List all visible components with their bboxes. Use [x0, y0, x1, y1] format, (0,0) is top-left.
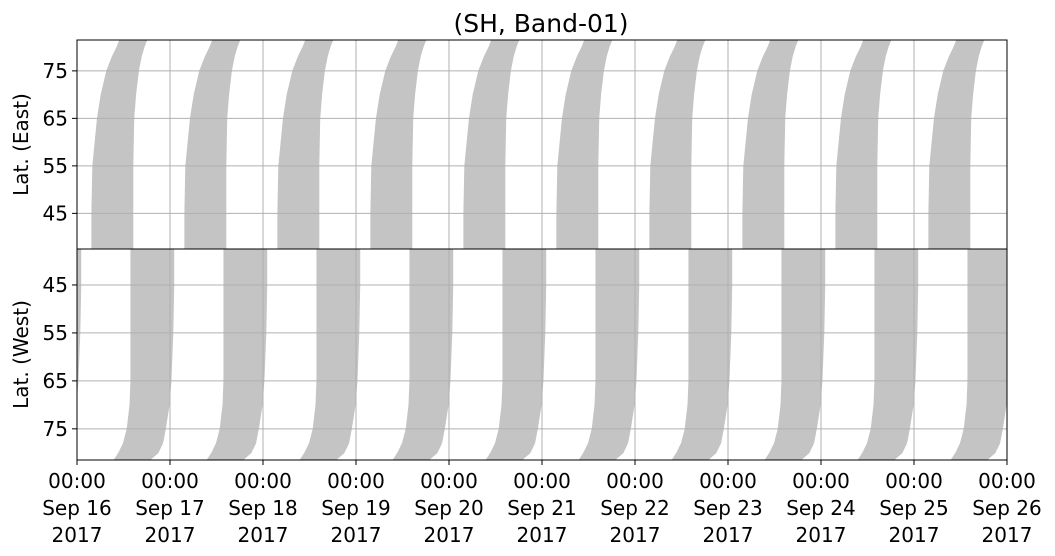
y-tick-label: 75	[43, 59, 68, 83]
x-tick-label-line: Sep 19	[321, 496, 391, 520]
x-tick-label: 00:00 Sep 17 2017	[135, 469, 205, 547]
y-tick-label: 65	[43, 106, 68, 130]
x-tick-label-line: 00:00	[420, 469, 478, 493]
x-tick-label-line: 2017	[331, 523, 382, 547]
x-tick-label-line: 2017	[982, 523, 1033, 547]
x-tick-label-line: Sep 26	[972, 496, 1042, 520]
x-tick-label-line: Sep 20	[414, 496, 484, 520]
plot-area	[77, 249, 1007, 460]
x-tick-label-line: 00:00	[513, 469, 571, 493]
y-tick-label: 75	[43, 417, 68, 441]
y-tick-label: 45	[43, 273, 68, 297]
x-tick-label: 00:00 Sep 16 2017	[42, 469, 112, 547]
x-tick-label: 00:00 Sep 23 2017	[693, 469, 763, 547]
x-tick-label-line: 00:00	[327, 469, 385, 493]
x-tick-label: 00:00 Sep 24 2017	[786, 469, 856, 547]
x-tick-label: 00:00 Sep 20 2017	[414, 469, 484, 547]
x-tick-label: 00:00 Sep 19 2017	[321, 469, 391, 547]
x-tick-label-line: Sep 23	[693, 496, 763, 520]
y-tick-label: 45	[43, 201, 68, 225]
x-tick-label-line: Sep 16	[42, 496, 112, 520]
x-tick-label-line: 2017	[703, 523, 754, 547]
y-tick-label: 55	[43, 321, 68, 345]
x-tick-label-line: Sep 24	[786, 496, 856, 520]
x-tick-label-line: Sep 17	[135, 496, 205, 520]
x-tick-label-line: 2017	[796, 523, 847, 547]
x-tick-label: 00:00 Sep 26 2017	[972, 469, 1042, 547]
x-tick-label-line: 00:00	[699, 469, 757, 493]
chart-title: (SH, Band-01)	[453, 9, 628, 38]
x-tick-label-line: Sep 18	[228, 496, 298, 520]
x-tick-label: 00:00 Sep 22 2017	[600, 469, 670, 547]
y-axis-label: Lat. (West)	[9, 300, 33, 409]
y-axis-label: Lat. (East)	[9, 93, 33, 196]
x-tick-label-line: 00:00	[885, 469, 943, 493]
x-tick-label-line: 2017	[517, 523, 568, 547]
x-tick-label-line: 00:00	[234, 469, 292, 493]
x-tick-label-line: 2017	[424, 523, 475, 547]
x-tick-label-line: 00:00	[48, 469, 106, 493]
x-tick-label-line: 00:00	[606, 469, 664, 493]
x-tick-label-line: 2017	[610, 523, 661, 547]
y-tick-label: 55	[43, 154, 68, 178]
x-tick-label-line: 00:00	[792, 469, 850, 493]
x-tick-label: 00:00 Sep 21 2017	[507, 469, 577, 547]
x-tick-label-line: 00:00	[978, 469, 1036, 493]
x-tick-label: 00:00 Sep 18 2017	[228, 469, 298, 547]
x-tick-label-line: 2017	[889, 523, 940, 547]
y-tick-label: 65	[43, 369, 68, 393]
x-tick-label-line: 2017	[145, 523, 196, 547]
x-tick-label: 00:00 Sep 25 2017	[879, 469, 949, 547]
x-tick-label-line: 2017	[52, 523, 103, 547]
x-tick-label-line: 00:00	[141, 469, 199, 493]
x-tick-label-line: Sep 21	[507, 496, 577, 520]
x-tick-label-line: Sep 25	[879, 496, 949, 520]
x-tick-label-line: Sep 22	[600, 496, 670, 520]
plot-area	[77, 40, 1007, 249]
x-tick-label-line: 2017	[238, 523, 289, 547]
